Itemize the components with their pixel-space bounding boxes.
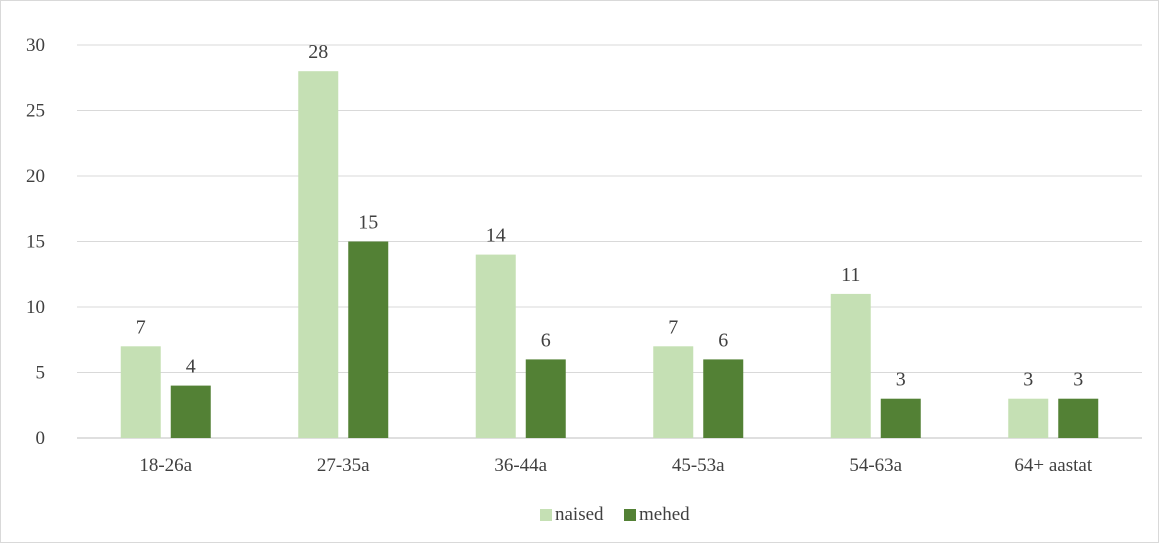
- legend-label: mehed: [639, 504, 690, 525]
- data-label-naised: 28: [308, 41, 328, 63]
- gridlines: [77, 44, 1142, 439]
- legend-swatch: [540, 509, 552, 521]
- y-tick-label: 20: [26, 166, 45, 187]
- bar-naised: [298, 71, 339, 438]
- bar-naised: [1008, 398, 1049, 438]
- data-label-naised: 11: [841, 264, 860, 286]
- y-tick-label: 15: [26, 232, 45, 253]
- x-tick-label: 27-35a: [317, 455, 370, 476]
- bar-mehed: [703, 359, 744, 438]
- bar-mehed: [348, 241, 389, 438]
- bar-naised: [475, 254, 516, 438]
- data-label-mehed: 4: [186, 356, 196, 378]
- bar-mehed: [170, 385, 211, 438]
- data-label-naised: 7: [136, 316, 146, 338]
- legend-label: naised: [555, 504, 604, 525]
- x-tick-label: 18-26a: [139, 455, 192, 476]
- x-tick-label: 45-53a: [672, 455, 725, 476]
- y-tick-label: 10: [26, 297, 45, 318]
- x-tick-label: 64+ aastat: [1014, 455, 1092, 476]
- y-tick-label: 30: [26, 35, 45, 56]
- y-tick-label: 25: [26, 101, 45, 122]
- bar-naised: [120, 346, 161, 438]
- data-label-mehed: 15: [358, 212, 378, 234]
- bar-mehed: [1058, 398, 1099, 438]
- data-label-naised: 14: [486, 225, 506, 247]
- x-tick-label: 36-44a: [494, 455, 547, 476]
- y-tick-label: 0: [36, 428, 46, 449]
- legend: naised mehed: [540, 504, 690, 525]
- data-label-mehed: 3: [896, 369, 906, 391]
- x-axis-ticks: 18-26a 27-35a 36-44a 45-53a 54-63a 64+ aastat: [139, 455, 1092, 476]
- bar-naised: [830, 293, 871, 438]
- bar-mehed: [525, 359, 566, 438]
- x-tick-label: 54-63a: [849, 455, 902, 476]
- legend-item-naised: naised: [540, 504, 604, 525]
- data-label-naised: 7: [668, 316, 678, 338]
- legend-item-mehed: mehed: [624, 504, 690, 525]
- data-label-naised: 3: [1023, 369, 1033, 391]
- y-axis-ticks: 0 5 10 15 20 25 30: [26, 35, 45, 449]
- data-label-mehed: 3: [1073, 369, 1083, 391]
- bar-mehed: [880, 398, 921, 438]
- bars: [120, 71, 1099, 438]
- data-label-mehed: 6: [718, 329, 728, 351]
- y-tick-label: 5: [36, 363, 46, 384]
- legend-swatch: [624, 509, 636, 521]
- bar-naised: [653, 346, 694, 438]
- data-label-mehed: 6: [541, 329, 551, 351]
- data-labels: 7 4 28 15 14 6 7 6 11 3 3 3: [136, 41, 1084, 391]
